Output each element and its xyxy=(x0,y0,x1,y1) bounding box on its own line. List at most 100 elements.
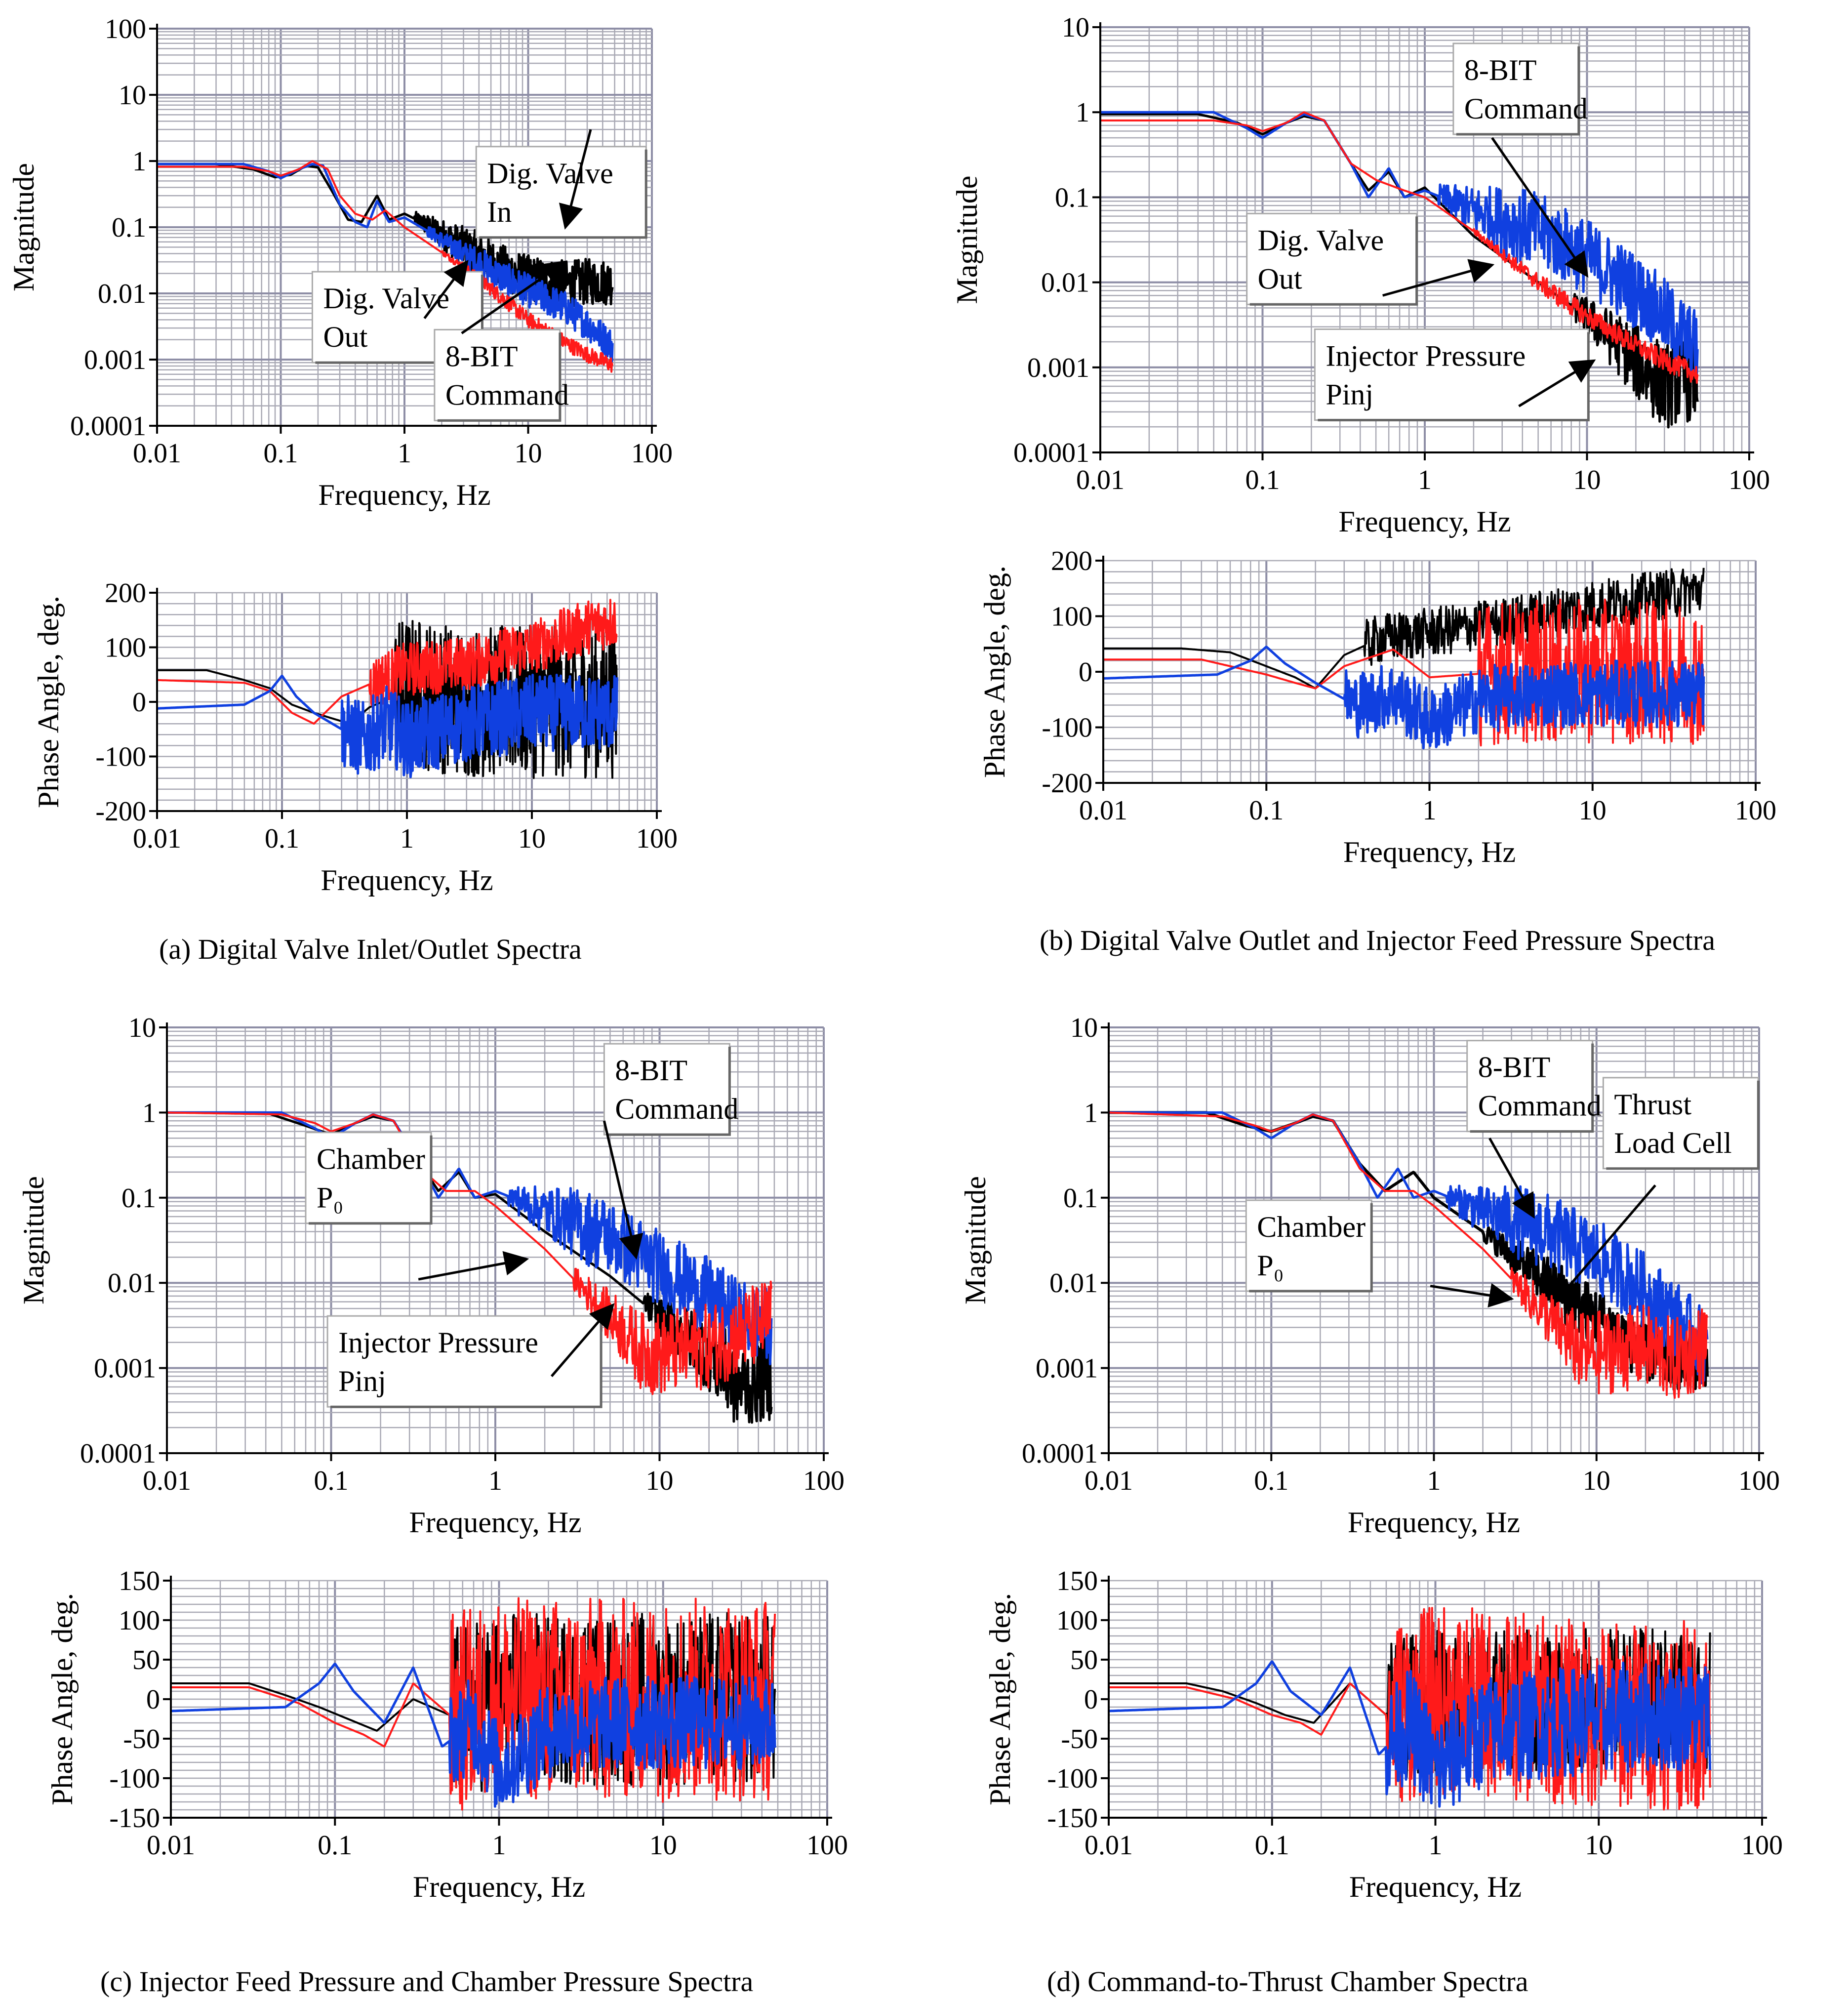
chart-d-phase-ytick-5: 100 xyxy=(1056,1605,1098,1636)
chart-b-phase-xtick-3: 10 xyxy=(1579,795,1607,826)
chart-b-phase-xtick-1: 0.1 xyxy=(1249,795,1284,826)
chart-c-mag-ytick-5: 10 xyxy=(128,1013,156,1043)
chart-c-phase-series-1 xyxy=(170,1597,776,1811)
chart-d-annotation-0-arrow xyxy=(1488,1138,1535,1219)
chart-a-phase-ytick-2: 0 xyxy=(132,687,146,718)
chart-b-phase-ytick-3: 100 xyxy=(1051,602,1092,632)
chart-a-mag-ylabel: Magnitude xyxy=(7,163,40,291)
chart-a-phase-xtick-4: 100 xyxy=(636,823,678,854)
chart-c-mag-xtick-3: 10 xyxy=(646,1466,674,1496)
chart-d-phase-xtick-4: 100 xyxy=(1741,1830,1783,1861)
chart-a-annotation-2: 8-BIT Command xyxy=(434,260,569,422)
chart-d-mag-xtick-0: 0.01 xyxy=(1085,1466,1133,1496)
chart-c-mag: 0.01 0.1 1 10 100 0.0001 0.001 0.01 0.1 1 10 Freque… xyxy=(17,1013,844,1539)
chart-a-mag-ytick-0: 0.0001 xyxy=(70,411,146,442)
chart-c-mag-ytick-0: 0.0001 xyxy=(80,1438,156,1469)
chart-d-phase-ytick-1: -100 xyxy=(1047,1763,1098,1794)
chart-d-annotation-2-line-0: Chamber xyxy=(1257,1211,1366,1243)
chart-d-phase-ytick-0: -150 xyxy=(1047,1803,1098,1834)
chart-c-annotation-2: Injector Pressure Pinj xyxy=(326,1303,615,1408)
chart-b-phase-ytick-4: 200 xyxy=(1051,546,1092,576)
chart-b-phase-xtick-0: 0.01 xyxy=(1079,795,1127,826)
chart-d-mag-xtick-1: 0.1 xyxy=(1254,1466,1288,1496)
chart-b-annotation-0-line-0: 8-BIT xyxy=(1464,54,1537,86)
chart-c-mag-series-2 xyxy=(166,1111,772,1395)
chart-c-mag-xtick-2: 1 xyxy=(488,1466,502,1496)
chart-c-mag-xtick-0: 0.01 xyxy=(143,1466,191,1496)
chart-a-annotation-0: Dig. Valve In xyxy=(475,129,647,239)
chart-d-phase: 0.01 0.1 1 10 100 -150 -100 -50 0 50 100 150 Frequen… xyxy=(984,1566,1783,1903)
chart-a-phase-xtick-1: 0.1 xyxy=(265,823,299,854)
chart-b-phase-series-2 xyxy=(1102,646,1705,750)
chart-c-phase-xlabel: Frequency, Hz xyxy=(413,1871,585,1903)
chart-c-annotation-0-line-1: Command xyxy=(615,1093,738,1125)
chart-a-mag-ytick-2: 0.01 xyxy=(98,279,146,309)
chart-b-annotation-2-line-0: Injector Pressure xyxy=(1326,340,1526,372)
chart-a-mag-xlabel: Frequency, Hz xyxy=(318,479,490,511)
chart-d-annotation-0: 8-BIT Command xyxy=(1466,1040,1602,1219)
chart-a-mag-ytick-6: 100 xyxy=(105,14,146,44)
chart-c-annotation-1-line-0: Chamber xyxy=(317,1143,425,1176)
chart-a-annotation-0-line-0: Dig. Valve xyxy=(487,157,613,190)
chart-c-annotation-1: Chamber P₀ xyxy=(305,1132,529,1281)
chart-c-phase-ytick-5: 100 xyxy=(119,1605,160,1636)
chart-d-annotation-0-line-1: Command xyxy=(1478,1090,1602,1122)
chart-a-annotation-0-arrow xyxy=(559,129,592,230)
chart-c-mag-ytick-2: 0.01 xyxy=(108,1268,156,1299)
chart-d-annotation-1: Thrust Load Cell xyxy=(1554,1077,1760,1304)
chart-d-phase-ytick-6: 150 xyxy=(1056,1566,1098,1596)
chart-b-mag-ytick-3: 0.1 xyxy=(1055,182,1089,213)
chart-b-mag-xtick-2: 1 xyxy=(1418,465,1432,495)
chart-a-phase: 0.01 0.1 1 10 100 -200 -100 0 100 200 Frequency, H… xyxy=(32,578,678,897)
chart-d-phase-series-1 xyxy=(1108,1607,1711,1811)
chart-b-mag-ytick-0: 0.0001 xyxy=(1013,438,1089,468)
chart-d-mag-ytick-4: 1 xyxy=(1084,1098,1098,1128)
chart-c-mag-ytick-1: 0.001 xyxy=(94,1353,156,1384)
chart-c-mag-xlabel: Frequency, Hz xyxy=(409,1506,581,1539)
chart-c-phase-xtick-4: 100 xyxy=(806,1830,848,1861)
chart-a-mag-series-2 xyxy=(157,160,614,373)
chart-b-phase-xtick-4: 100 xyxy=(1735,795,1776,826)
chart-a-phase-ytick-1: -100 xyxy=(95,742,146,773)
chart-a-phase-xtick-0: 0.01 xyxy=(133,823,181,854)
chart-d-mag-xtick-3: 10 xyxy=(1583,1466,1610,1496)
chart-b-mag-xtick-0: 0.01 xyxy=(1076,465,1125,495)
chart-c-mag-series-1 xyxy=(166,1111,773,1366)
chart-d-annotation-2-arrow xyxy=(1430,1283,1514,1308)
chart-a-phase-ytick-0: -200 xyxy=(95,796,146,827)
chart-d-annotation-1-line-1: Load Cell xyxy=(1614,1127,1731,1159)
chart-a-mag-xtick-2: 1 xyxy=(398,438,411,469)
chart-c-phase-xtick-2: 1 xyxy=(492,1830,506,1861)
chart-b-phase: 0.01 0.1 1 10 100 -200 -100 0 100 200 Frequency, H… xyxy=(978,546,1776,868)
chart-c-mag-ytick-3: 0.1 xyxy=(121,1183,156,1214)
chart-d-mag: 0.01 0.1 1 10 100 0.0001 0.001 0.01 0.1 1 10 Freque… xyxy=(959,1013,1780,1539)
chart-d-phase-xlabel: Frequency, Hz xyxy=(1349,1871,1522,1903)
chart-a-phase-series-2 xyxy=(156,673,618,778)
chart-c-annotation-1-line-1: P₀ xyxy=(317,1182,343,1214)
chart-a-annotation-0-line-1: In xyxy=(487,196,512,228)
chart-b-mag-xtick-3: 10 xyxy=(1573,465,1601,495)
chart-a-annotation-2-line-1: Command xyxy=(445,378,569,411)
chart-d-phase-series-2 xyxy=(1108,1660,1712,1808)
chart-c-mag-xtick-1: 0.1 xyxy=(314,1466,349,1496)
chart-b-mag-series-1 xyxy=(1099,111,1699,380)
chart-b-mag: 0.01 0.1 1 10 100 0.0001 0.001 0.01 0.1 1 10 Freque… xyxy=(951,12,1770,538)
chart-a-phase-xtick-3: 10 xyxy=(518,823,546,854)
chart-c-mag-ytick-4: 1 xyxy=(142,1098,156,1128)
chart-d-mag-series-2 xyxy=(1108,1111,1708,1399)
chart-b-phase-series-1 xyxy=(1103,598,1705,747)
chart-b-annotation-1-line-0: Dig. Valve xyxy=(1258,224,1384,256)
chart-d-mag-xtick-2: 1 xyxy=(1427,1466,1441,1496)
caption-a: (a) Digital Valve Inlet/Outlet Spectra xyxy=(159,933,582,965)
chart-b-phase-xlabel: Frequency, Hz xyxy=(1343,836,1516,868)
caption-d: (d) Command-to-Thrust Chamber Spectra xyxy=(1047,1965,1528,1998)
chart-b-mag-series-2 xyxy=(1100,111,1699,384)
chart-c-mag-ylabel: Magnitude xyxy=(17,1176,50,1305)
chart-c-mag-xtick-4: 100 xyxy=(803,1466,844,1496)
chart-a-annotation-1-arrow xyxy=(423,260,469,319)
chart-d-annotation-0-line-0: 8-BIT xyxy=(1478,1051,1551,1084)
chart-c-phase-xtick-0: 0.01 xyxy=(147,1830,195,1861)
chart-b-mag-ytick-4: 1 xyxy=(1076,97,1089,128)
caption-c: (c) Injector Feed Pressure and Chamber P… xyxy=(100,1965,754,1998)
